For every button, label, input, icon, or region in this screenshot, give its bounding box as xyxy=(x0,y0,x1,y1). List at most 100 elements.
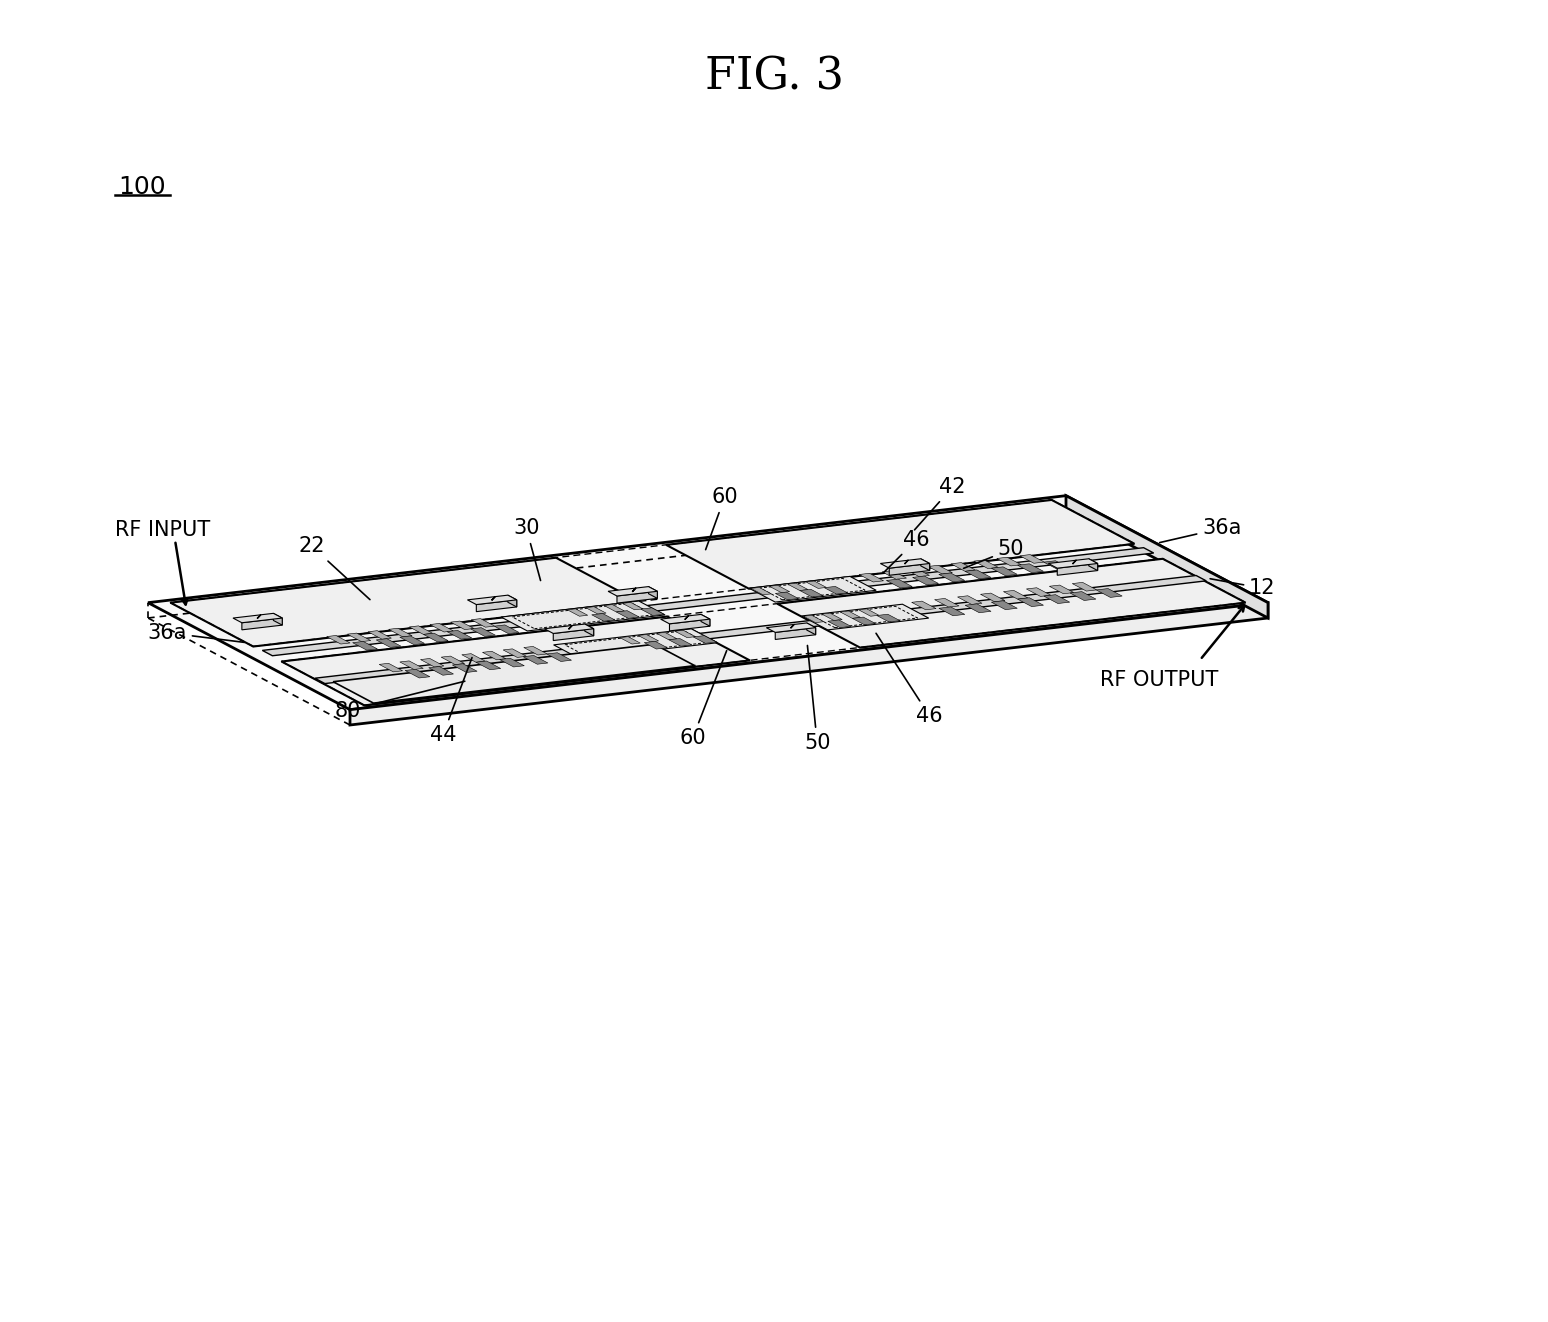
Polygon shape xyxy=(927,566,952,574)
Polygon shape xyxy=(333,644,695,703)
Polygon shape xyxy=(1043,561,1070,570)
Text: 80: 80 xyxy=(334,681,464,720)
Polygon shape xyxy=(554,629,718,658)
Polygon shape xyxy=(788,583,808,591)
Polygon shape xyxy=(1057,563,1098,575)
Polygon shape xyxy=(859,609,879,616)
Polygon shape xyxy=(881,559,930,568)
Polygon shape xyxy=(938,572,964,582)
Polygon shape xyxy=(964,570,991,579)
Polygon shape xyxy=(508,595,517,607)
Polygon shape xyxy=(649,587,658,599)
Text: 46: 46 xyxy=(876,633,943,726)
Polygon shape xyxy=(604,604,624,612)
Text: 60: 60 xyxy=(680,650,726,748)
Polygon shape xyxy=(701,615,711,627)
Polygon shape xyxy=(282,616,749,706)
Polygon shape xyxy=(477,600,517,612)
Polygon shape xyxy=(406,669,430,678)
Polygon shape xyxy=(822,613,842,620)
Polygon shape xyxy=(807,623,816,635)
Polygon shape xyxy=(751,587,771,595)
Polygon shape xyxy=(441,656,464,665)
Polygon shape xyxy=(1067,496,1268,617)
Text: 50: 50 xyxy=(963,539,1025,568)
Polygon shape xyxy=(467,595,517,604)
Polygon shape xyxy=(935,599,960,607)
Polygon shape xyxy=(347,633,372,641)
Polygon shape xyxy=(368,631,392,640)
Polygon shape xyxy=(749,576,876,602)
Polygon shape xyxy=(373,666,695,705)
Polygon shape xyxy=(694,636,717,644)
Polygon shape xyxy=(379,664,402,672)
Polygon shape xyxy=(523,656,548,664)
Polygon shape xyxy=(991,567,1017,575)
Polygon shape xyxy=(170,558,639,646)
Polygon shape xyxy=(841,611,861,619)
Polygon shape xyxy=(475,661,500,670)
Text: RF OUTPUT: RF OUTPUT xyxy=(1101,670,1218,690)
Text: 36a: 36a xyxy=(147,623,245,642)
Polygon shape xyxy=(882,571,907,579)
Polygon shape xyxy=(807,582,827,588)
Polygon shape xyxy=(1088,559,1098,571)
Polygon shape xyxy=(450,621,474,629)
Polygon shape xyxy=(912,602,937,609)
Polygon shape xyxy=(669,619,711,631)
Polygon shape xyxy=(447,631,472,639)
Polygon shape xyxy=(399,636,424,645)
Polygon shape xyxy=(262,547,1153,656)
Polygon shape xyxy=(461,653,485,662)
Polygon shape xyxy=(350,603,1268,724)
Polygon shape xyxy=(523,646,546,654)
Polygon shape xyxy=(327,636,350,644)
Polygon shape xyxy=(638,635,658,642)
Polygon shape xyxy=(1003,591,1028,599)
Polygon shape xyxy=(494,625,519,633)
Polygon shape xyxy=(776,592,799,600)
Polygon shape xyxy=(859,574,884,582)
Polygon shape xyxy=(940,607,964,616)
Polygon shape xyxy=(618,591,658,603)
Polygon shape xyxy=(619,637,641,644)
Polygon shape xyxy=(921,559,930,571)
Polygon shape xyxy=(974,561,998,568)
Polygon shape xyxy=(1070,592,1096,600)
Text: 12: 12 xyxy=(1211,578,1276,599)
Polygon shape xyxy=(274,613,282,625)
Polygon shape xyxy=(1026,588,1051,596)
Polygon shape xyxy=(241,619,282,629)
Polygon shape xyxy=(800,590,824,598)
Polygon shape xyxy=(641,608,664,616)
Polygon shape xyxy=(669,639,692,646)
Polygon shape xyxy=(950,563,975,571)
Polygon shape xyxy=(553,629,594,641)
Polygon shape xyxy=(991,600,1017,609)
Polygon shape xyxy=(483,652,506,660)
Polygon shape xyxy=(1017,563,1043,572)
Polygon shape xyxy=(409,625,433,635)
Polygon shape xyxy=(568,609,588,616)
Polygon shape xyxy=(585,624,594,636)
Polygon shape xyxy=(1043,595,1070,604)
Polygon shape xyxy=(828,620,851,628)
Polygon shape xyxy=(608,587,658,596)
Polygon shape xyxy=(958,596,981,604)
Polygon shape xyxy=(622,603,642,609)
Polygon shape xyxy=(913,576,938,584)
Polygon shape xyxy=(424,633,449,642)
Polygon shape xyxy=(502,602,666,631)
Polygon shape xyxy=(889,563,930,575)
Polygon shape xyxy=(399,661,423,669)
Polygon shape xyxy=(980,594,1005,602)
Polygon shape xyxy=(546,653,571,661)
Text: RF INPUT: RF INPUT xyxy=(115,520,211,539)
Text: FIG. 3: FIG. 3 xyxy=(704,56,844,98)
Text: 44: 44 xyxy=(430,657,472,746)
Polygon shape xyxy=(964,604,991,612)
Polygon shape xyxy=(591,613,615,621)
Polygon shape xyxy=(766,623,816,632)
Polygon shape xyxy=(666,500,1135,588)
Polygon shape xyxy=(1050,586,1074,594)
